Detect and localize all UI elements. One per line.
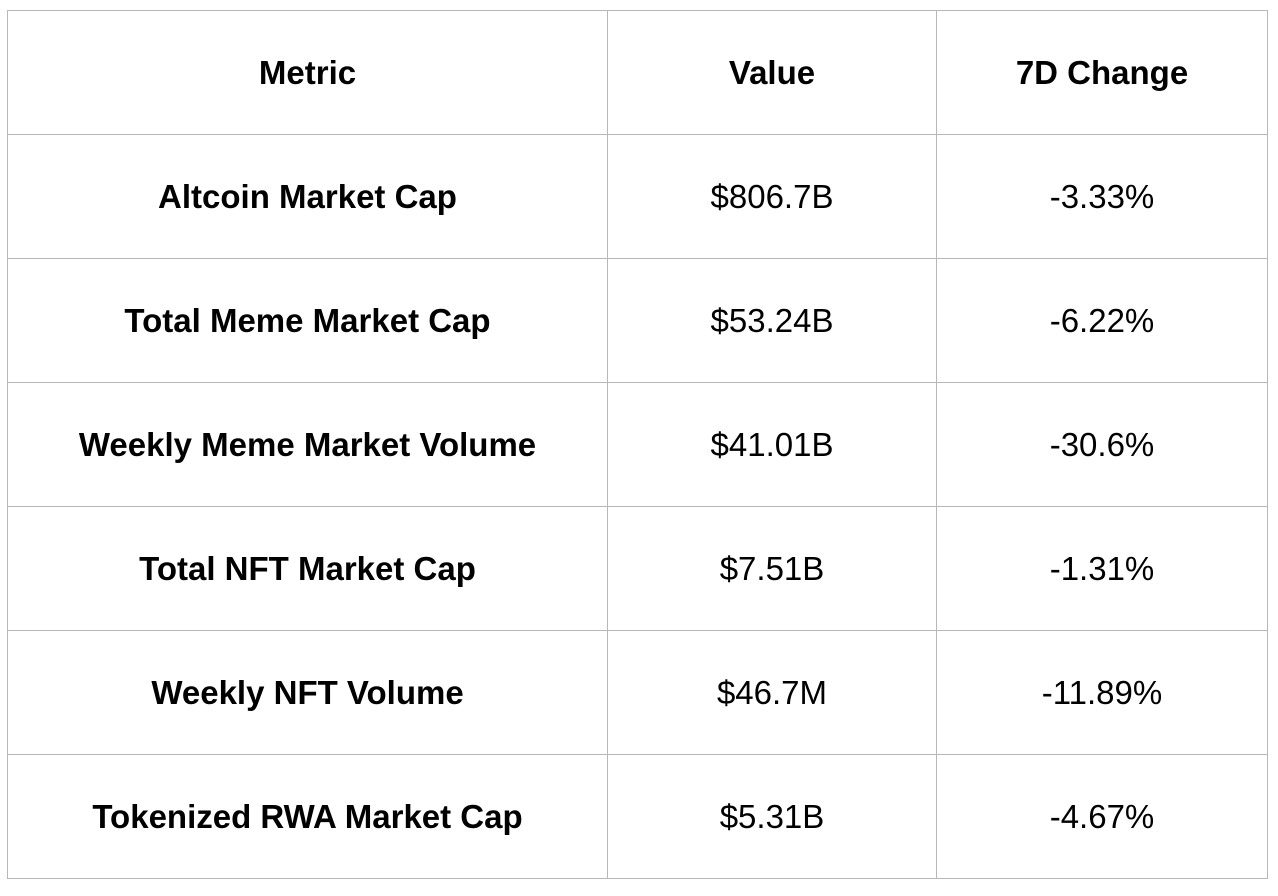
change-cell: -6.22% [936,258,1268,383]
column-header-metric: Metric [7,10,608,135]
value-cell: $5.31B [607,754,937,879]
change-cell: -1.31% [936,506,1268,631]
table-row: Weekly Meme Market Volume $41.01B -30.6% [7,382,1268,507]
table-row: Total Meme Market Cap $53.24B -6.22% [7,258,1268,383]
table-body: Altcoin Market Cap $806.7B -3.33% Total … [7,134,1268,879]
change-cell: -4.67% [936,754,1268,879]
change-cell: -3.33% [936,134,1268,259]
value-cell: $53.24B [607,258,937,383]
value-cell: $7.51B [607,506,937,631]
metrics-table: Metric Value 7D Change Altcoin Market Ca… [7,10,1268,879]
value-cell: $46.7M [607,630,937,755]
table-row: Altcoin Market Cap $806.7B -3.33% [7,134,1268,259]
value-cell: $806.7B [607,134,937,259]
metric-cell: Weekly NFT Volume [7,630,608,755]
header-row: Metric Value 7D Change [7,10,1268,135]
metric-cell: Altcoin Market Cap [7,134,608,259]
column-header-value: Value [607,10,937,135]
table-row: Weekly NFT Volume $46.7M -11.89% [7,630,1268,755]
metric-cell: Tokenized RWA Market Cap [7,754,608,879]
table-row: Total NFT Market Cap $7.51B -1.31% [7,506,1268,631]
change-cell: -11.89% [936,630,1268,755]
metric-cell: Total Meme Market Cap [7,258,608,383]
metric-cell: Total NFT Market Cap [7,506,608,631]
table-row: Tokenized RWA Market Cap $5.31B -4.67% [7,754,1268,879]
metric-cell: Weekly Meme Market Volume [7,382,608,507]
change-cell: -30.6% [936,382,1268,507]
column-header-7d-change: 7D Change [936,10,1268,135]
value-cell: $41.01B [607,382,937,507]
table-header: Metric Value 7D Change [7,10,1268,135]
